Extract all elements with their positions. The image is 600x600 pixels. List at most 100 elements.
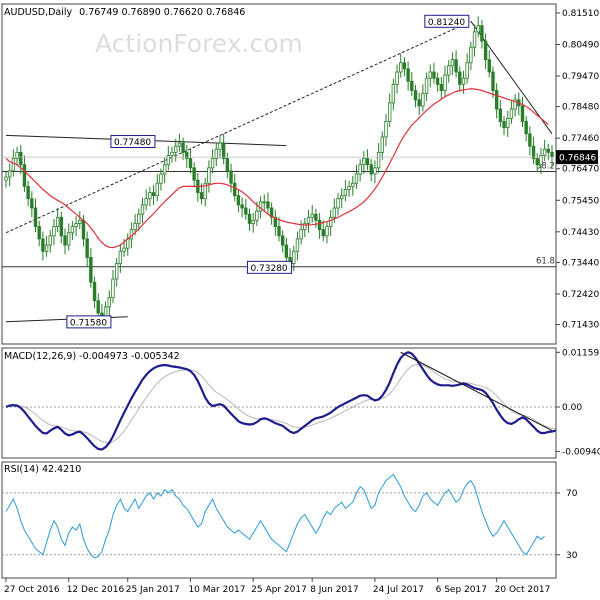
candle-body [380,136,384,153]
candle-body [550,151,554,158]
candle-body [513,99,517,110]
falling-trendline [470,21,553,135]
price-label-box [110,135,156,149]
candle-body [387,102,392,122]
candle-body [306,216,311,224]
candle-body [244,207,248,215]
candle-body [273,216,278,227]
date-tick-label: 12 Dec 2016 [67,585,125,595]
candle-body [421,93,425,107]
candle-body [373,167,377,175]
rsi-grid [2,492,556,556]
candle-body [520,105,525,122]
macd-title: MACD(12,26,9) -0.004973 -0.005342 [4,351,180,362]
candle-body [148,192,152,200]
candle-body [59,216,64,237]
candle-body [37,226,41,240]
price-tick-label: 0.80490 [562,40,599,50]
candle-body [369,164,373,175]
candle-body [233,182,237,197]
candle-body [218,142,222,150]
candle-body [454,59,458,73]
last-price-box [556,150,598,165]
rsi-panel: 70 30 [2,473,578,561]
candle-body [240,204,244,209]
candle-body [542,148,547,156]
candle-body [406,68,410,82]
candle-body [89,257,93,283]
candle-body [413,90,418,101]
candle-body [55,216,60,227]
price-tick-label: 0.79470 [562,72,599,82]
candle-body [340,195,344,200]
candle-body [299,229,303,240]
candle-body [114,263,119,280]
candle-body [351,182,355,187]
candle-body [432,71,436,79]
candle-body [539,155,543,166]
candle-body [192,167,196,181]
date-tick-label: 25 Jan 2017 [126,585,180,595]
candle-body [140,204,145,215]
price-tick-label: 0.81510 [562,9,599,19]
candle-body [332,207,337,218]
candle-body [528,133,532,147]
price-label-box [66,315,112,329]
candle-body [174,145,178,153]
candle-body [78,219,82,224]
candle-body [151,192,156,197]
price-tick-label: 0.73440 [562,258,599,268]
date-tick-label: 24 Jul 2017 [373,585,424,595]
candle-body [33,207,38,227]
candle-body [343,189,348,197]
candle-body [214,148,218,159]
candle-body [7,170,12,178]
candle-body [295,238,300,252]
candle-body [74,223,78,227]
candle-body [269,207,274,218]
candle-body [469,46,473,64]
price-tick-label: 0.75450 [562,196,599,206]
candle-body [284,244,289,258]
candle-body [417,99,421,107]
candle-body [111,278,115,299]
price-tick-label: 0.71430 [562,321,599,331]
rsi-y-axis: 70 30 [556,489,578,561]
candle-body [203,182,207,200]
last-price-label: 0.76846 [559,154,596,164]
candle-body [166,155,171,166]
candle-body [107,297,111,308]
price-annotations: 0.81240 0.77480 0.73280 0.71580 0.76846 [2,14,598,329]
candle-body [177,142,182,147]
candle-body [498,108,503,122]
price-grid: 38.2 61.8 [2,162,556,268]
date-tick-label: 6 Sep 2017 [436,585,487,595]
candle-body [85,238,89,258]
price-tick-label: 0.72420 [562,290,599,300]
candle-body [365,158,370,166]
candle-body [229,170,233,184]
panel-frames [1,3,557,579]
panel-frame-2 [1,461,557,579]
candle-body [19,151,23,166]
candle-body [210,158,215,169]
candle-body [410,80,414,91]
candle-body [30,198,34,209]
rsi-line [5,473,545,559]
candle-body [439,83,444,91]
date-tick-label: 27 Oct 2016 [4,585,60,595]
candle-body [266,201,270,209]
candle-body [63,235,67,246]
candle-body [376,151,381,169]
candle-body [155,182,159,197]
candle-body [292,250,296,265]
price-tick-label: 0.76470 [562,165,599,175]
candle-body [443,74,447,91]
rsi-tick-label: 30 [566,551,578,561]
candle-body [41,238,45,252]
candle-body [506,117,510,129]
candle-body [347,185,351,190]
price-label-text: 0.73280 [250,264,287,274]
candle-body [11,158,16,172]
